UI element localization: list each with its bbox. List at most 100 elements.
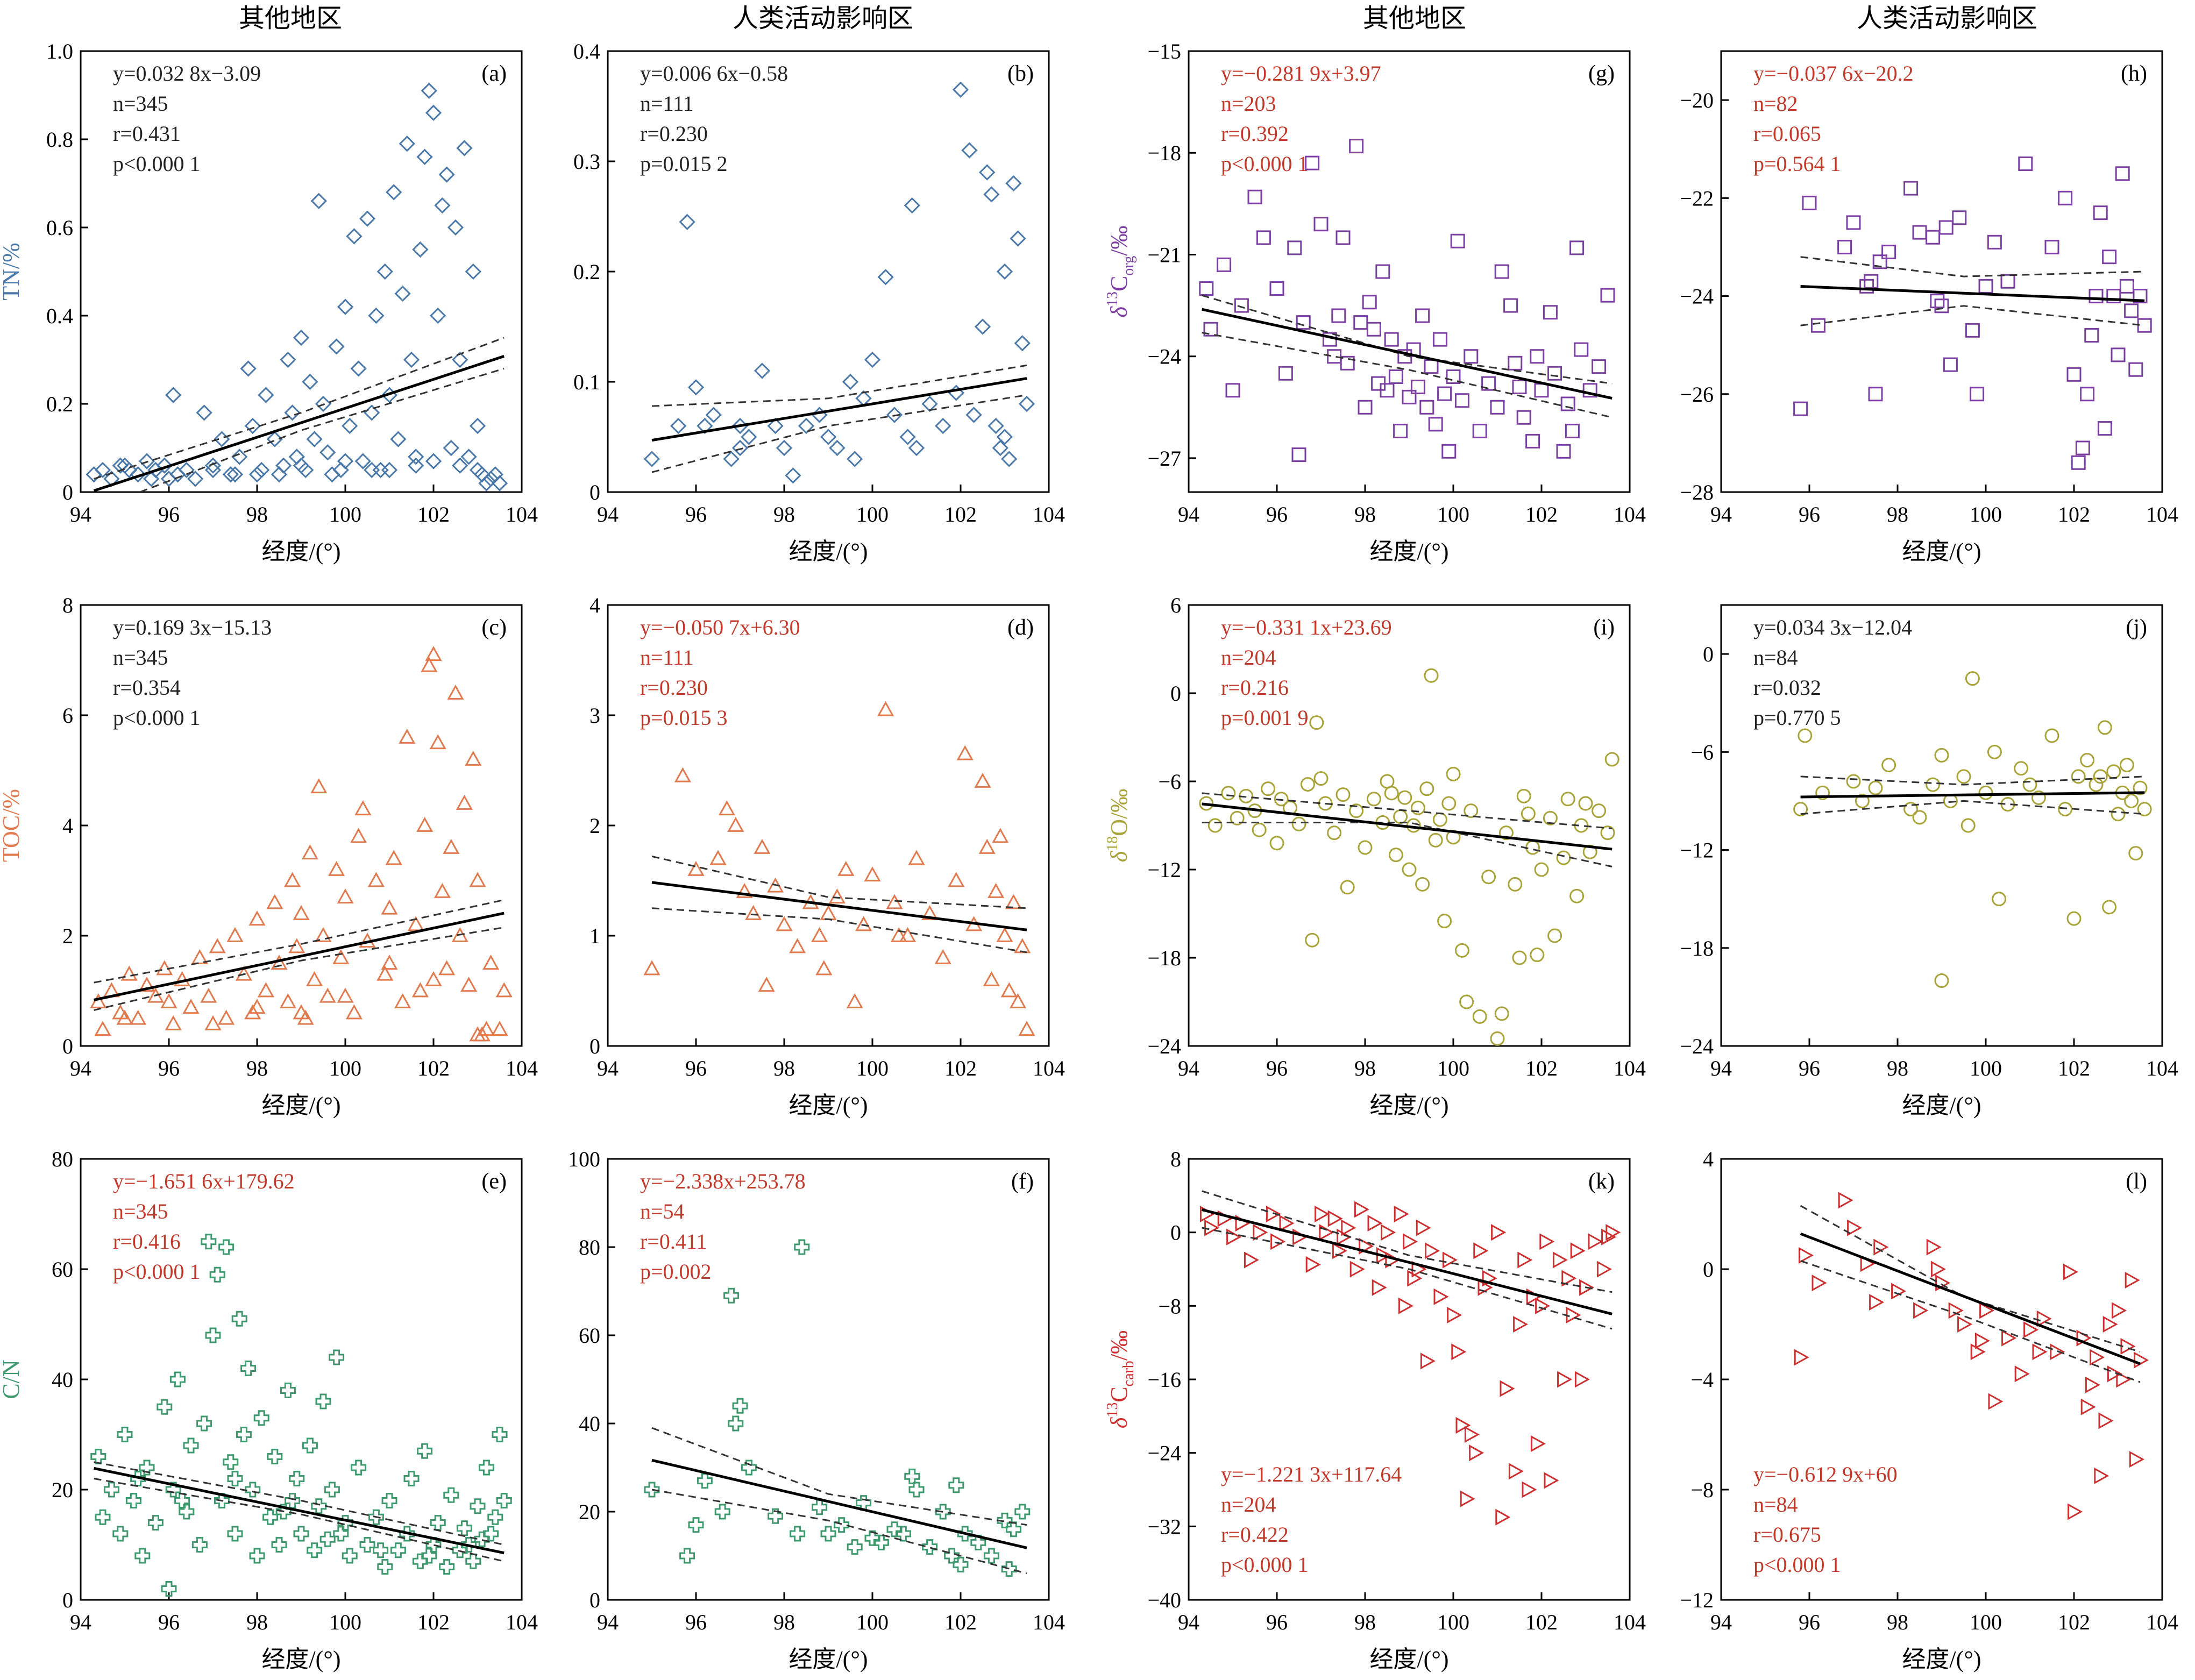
x-tick-label: 100 <box>1437 502 1469 526</box>
data-point <box>811 927 828 942</box>
y-tick-label: −6 <box>1158 770 1181 794</box>
x-tick-label: 96 <box>1799 1610 1820 1634</box>
x-tick-label: 100 <box>856 502 889 526</box>
data-point <box>319 444 336 461</box>
data-point <box>1600 288 1615 303</box>
scatter-points <box>643 81 1035 484</box>
data-point <box>377 1559 393 1575</box>
stat-annotation: n=204 <box>1221 645 1276 670</box>
data-point <box>1437 914 1452 929</box>
data-point <box>1380 383 1395 398</box>
data-point <box>1204 1219 1220 1236</box>
data-point <box>820 905 837 920</box>
data-point <box>1313 217 1329 232</box>
data-point <box>1530 1435 1546 1453</box>
stat-annotation: p<0.000 1 <box>1753 1553 1841 1577</box>
data-point <box>191 949 208 964</box>
data-point <box>112 1526 129 1542</box>
data-point <box>2128 362 2143 377</box>
x-tick-label: 96 <box>1799 1056 1820 1080</box>
regression-line <box>1800 1232 2141 1365</box>
data-point <box>160 471 177 487</box>
data-point <box>143 471 160 487</box>
data-point <box>328 338 345 355</box>
data-point <box>1569 888 1585 903</box>
data-point <box>443 439 459 457</box>
x-axis-label: 经度/(°) <box>789 1646 868 1672</box>
panel-f: 94 96 98 100 102 104 0 20 40 60 80 100 经度/(°) (f) y=−2… <box>568 1147 1065 1672</box>
data-point <box>2112 1302 2127 1319</box>
data-point <box>1432 332 1447 347</box>
panel-b: 94 96 98 100 102 104 0 0.1 0.2 0.3 0.4 经度/(°) (b) y=0… <box>573 39 1065 565</box>
stat-annotation: p<0.000 1 <box>113 706 201 730</box>
stat-annotation: p=0.001 9 <box>1221 706 1309 730</box>
data-point <box>1604 752 1619 767</box>
data-point <box>1543 305 1558 320</box>
panel-letter: (k) <box>1588 1169 1615 1194</box>
x-tick-label: 104 <box>506 502 538 526</box>
data-point <box>447 219 464 236</box>
data-point <box>1199 796 1214 811</box>
stat-annotation: y=−0.281 9x+3.97 <box>1221 61 1381 86</box>
stat-annotation: y=−1.221 3x+117.64 <box>1221 1462 1402 1486</box>
data-point <box>1970 387 1985 402</box>
data-point <box>992 828 1009 843</box>
data-point <box>372 461 389 479</box>
data-point <box>240 1361 257 1376</box>
data-point <box>1592 803 1607 818</box>
data-point <box>1384 786 1399 801</box>
x-tick-label: 100 <box>856 1610 889 1634</box>
scatter-points <box>1794 1192 2149 1520</box>
data-point <box>86 466 102 483</box>
y-tick-label: −24 <box>1680 1034 1714 1058</box>
data-point <box>983 1548 999 1564</box>
data-point <box>1331 308 1346 323</box>
data-point <box>204 461 222 479</box>
x-tick-label: 98 <box>1887 502 1908 526</box>
data-point <box>138 453 155 469</box>
data-point <box>248 910 266 926</box>
data-point <box>1291 816 1306 831</box>
data-point <box>403 351 420 368</box>
data-point <box>776 916 793 931</box>
data-point <box>1574 342 1589 357</box>
data-point <box>956 745 974 760</box>
data-point <box>94 1021 111 1036</box>
data-point <box>1230 810 1245 825</box>
data-point <box>324 1482 340 1498</box>
data-point <box>2080 387 2095 402</box>
confidence-band-lower <box>651 394 1027 473</box>
data-point <box>886 894 903 909</box>
data-point <box>754 838 771 854</box>
data-point <box>776 439 793 457</box>
data-point <box>116 457 133 474</box>
confidence-band-lower <box>651 1489 1027 1575</box>
data-point <box>1287 240 1302 255</box>
data-point <box>385 850 402 865</box>
y-tick-label: 2 <box>589 814 600 838</box>
data-point <box>1415 877 1430 892</box>
data-point <box>1873 1238 1889 1256</box>
data-point <box>390 1542 406 1558</box>
data-point <box>828 888 846 904</box>
data-point <box>934 949 951 964</box>
y-tick-label: −18 <box>1680 936 1714 960</box>
data-point <box>2090 1349 2105 1366</box>
data-point <box>346 228 363 245</box>
data-point <box>908 850 925 865</box>
data-point <box>95 1509 111 1525</box>
data-point <box>235 965 252 981</box>
stat-annotation: n=345 <box>113 1199 168 1223</box>
y-axis-label: δ13Ccarb/‰ <box>1104 1330 1137 1428</box>
data-point <box>319 1531 336 1547</box>
x-tick-label: 98 <box>246 1056 268 1080</box>
data-point <box>988 882 1005 898</box>
data-point <box>1794 1349 1809 1366</box>
stat-annotation: r=0.416 <box>113 1229 181 1254</box>
data-point <box>315 395 332 412</box>
data-point <box>2107 1365 2122 1383</box>
data-point <box>196 1415 212 1432</box>
y-tick-label: 0 <box>62 480 73 504</box>
data-point <box>1903 181 1919 196</box>
data-point <box>1410 800 1425 815</box>
